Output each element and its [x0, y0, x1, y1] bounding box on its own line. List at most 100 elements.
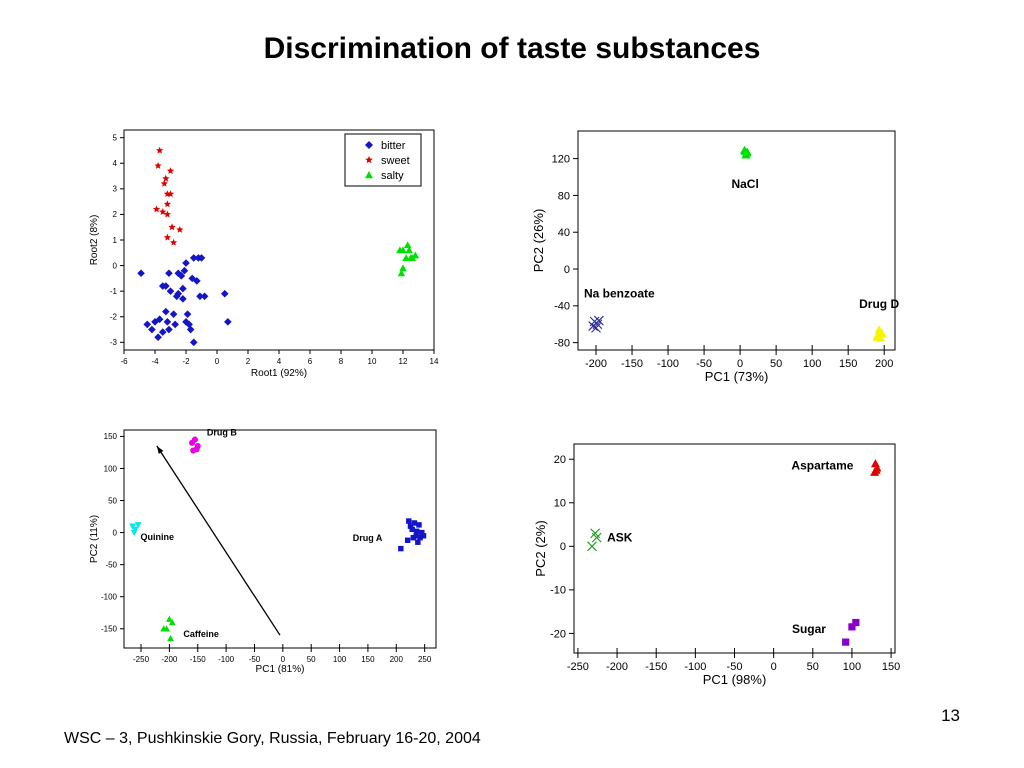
x-tick-label: -100 [684, 661, 706, 673]
data-point [852, 618, 860, 627]
series-drug-d [872, 325, 887, 342]
data-point [189, 254, 198, 262]
data-point [171, 320, 179, 329]
data-point [165, 269, 173, 278]
y-tick-label: 50 [108, 496, 117, 505]
data-point [170, 238, 178, 246]
x-tick-label: 100 [803, 358, 821, 370]
data-point [402, 254, 410, 261]
annotation-drug-b: Drug B [207, 428, 237, 438]
data-point [594, 315, 604, 326]
series-drug-a [398, 518, 427, 552]
data-point [165, 615, 173, 622]
series-caffeine [160, 615, 176, 642]
y-tick-label: 120 [552, 153, 570, 165]
x-axis-label: PC1 (73%) [705, 369, 769, 384]
data-point [151, 318, 159, 326]
data-point [742, 147, 752, 156]
legend-label-bitter: bitter [381, 140, 406, 152]
data-point [196, 292, 204, 301]
x-tick-label: -50 [696, 358, 712, 370]
y-tick-label: 0 [113, 261, 118, 270]
data-point [160, 625, 168, 632]
x-tick-label: -150 [190, 655, 207, 664]
data-point [183, 310, 192, 318]
data-point [166, 287, 175, 295]
annotation-quinine: Quinine [141, 532, 175, 542]
x-tick-label: 150 [882, 661, 900, 673]
y-axis-label: PC2 (11%) [89, 515, 100, 563]
data-point [189, 338, 198, 347]
x-tick-label: 0 [771, 661, 777, 673]
data-point [165, 325, 173, 334]
series-bitter [137, 254, 232, 347]
data-point [163, 233, 171, 241]
data-point [407, 523, 414, 529]
y-tick-label: 3 [113, 185, 118, 194]
data-point [415, 539, 421, 545]
x-tick-label: 250 [418, 655, 432, 664]
data-point [180, 266, 189, 275]
x-tick-label: 14 [430, 357, 439, 366]
series-sweet [152, 146, 184, 246]
data-point [154, 333, 162, 342]
x-tick-label: 0 [737, 358, 743, 370]
data-point [404, 537, 411, 544]
y-tick-label: 0 [560, 541, 566, 553]
series-sugar [842, 618, 860, 646]
data-point [413, 533, 419, 539]
data-point [154, 162, 162, 169]
annotation-drug-a: Drug A [353, 533, 383, 543]
data-point [176, 226, 184, 233]
x-tick-label: -2 [182, 357, 190, 366]
data-point [163, 200, 171, 208]
data-point [169, 310, 178, 318]
y-tick-label: 100 [104, 464, 118, 473]
data-point [591, 532, 602, 543]
data-point [168, 618, 176, 626]
data-point [871, 465, 881, 474]
data-point [416, 522, 422, 528]
data-point [194, 442, 201, 450]
y-tick-label: -3 [110, 338, 118, 347]
annotation-nacl: NaCl [731, 177, 758, 191]
data-point [587, 541, 597, 552]
data-point [134, 522, 142, 529]
footer-text: WSC – 3, Pushkinskie Gory, Russia, Febru… [64, 730, 481, 747]
x-tick-label: -50 [727, 661, 743, 673]
data-point [168, 223, 176, 231]
y-tick-label: -40 [554, 301, 570, 313]
annotation-aspartame: Aspartame [791, 459, 853, 473]
series-salty [396, 241, 420, 277]
x-tick-label: -4 [151, 357, 159, 366]
legend-marker-sweet [365, 156, 373, 164]
data-point [399, 246, 407, 254]
data-point [166, 167, 175, 174]
data-point [188, 274, 196, 283]
data-point [405, 246, 413, 254]
x-tick-label: -100 [657, 358, 679, 370]
y-tick-label: 20 [554, 454, 566, 466]
x-tick-label: 4 [277, 357, 282, 366]
data-point [163, 210, 171, 218]
data-point [172, 292, 181, 301]
data-point [160, 179, 168, 187]
y-tick-label: 4 [113, 159, 118, 168]
data-point [182, 259, 190, 267]
x-tick-label: 12 [399, 357, 408, 366]
x-tick-label: 150 [839, 358, 857, 370]
x-tick-label: -200 [161, 655, 178, 664]
series-quinine [129, 522, 142, 536]
x-tick-label: 0 [215, 357, 220, 366]
data-point [200, 292, 209, 301]
trend-arrow-line [156, 445, 281, 636]
plot-frame [123, 429, 437, 649]
y-tick-label: 5 [113, 133, 118, 142]
data-point [179, 284, 187, 293]
data-point [137, 269, 145, 278]
data-point [872, 332, 882, 341]
plot-frame [573, 443, 896, 654]
data-point [398, 545, 404, 552]
